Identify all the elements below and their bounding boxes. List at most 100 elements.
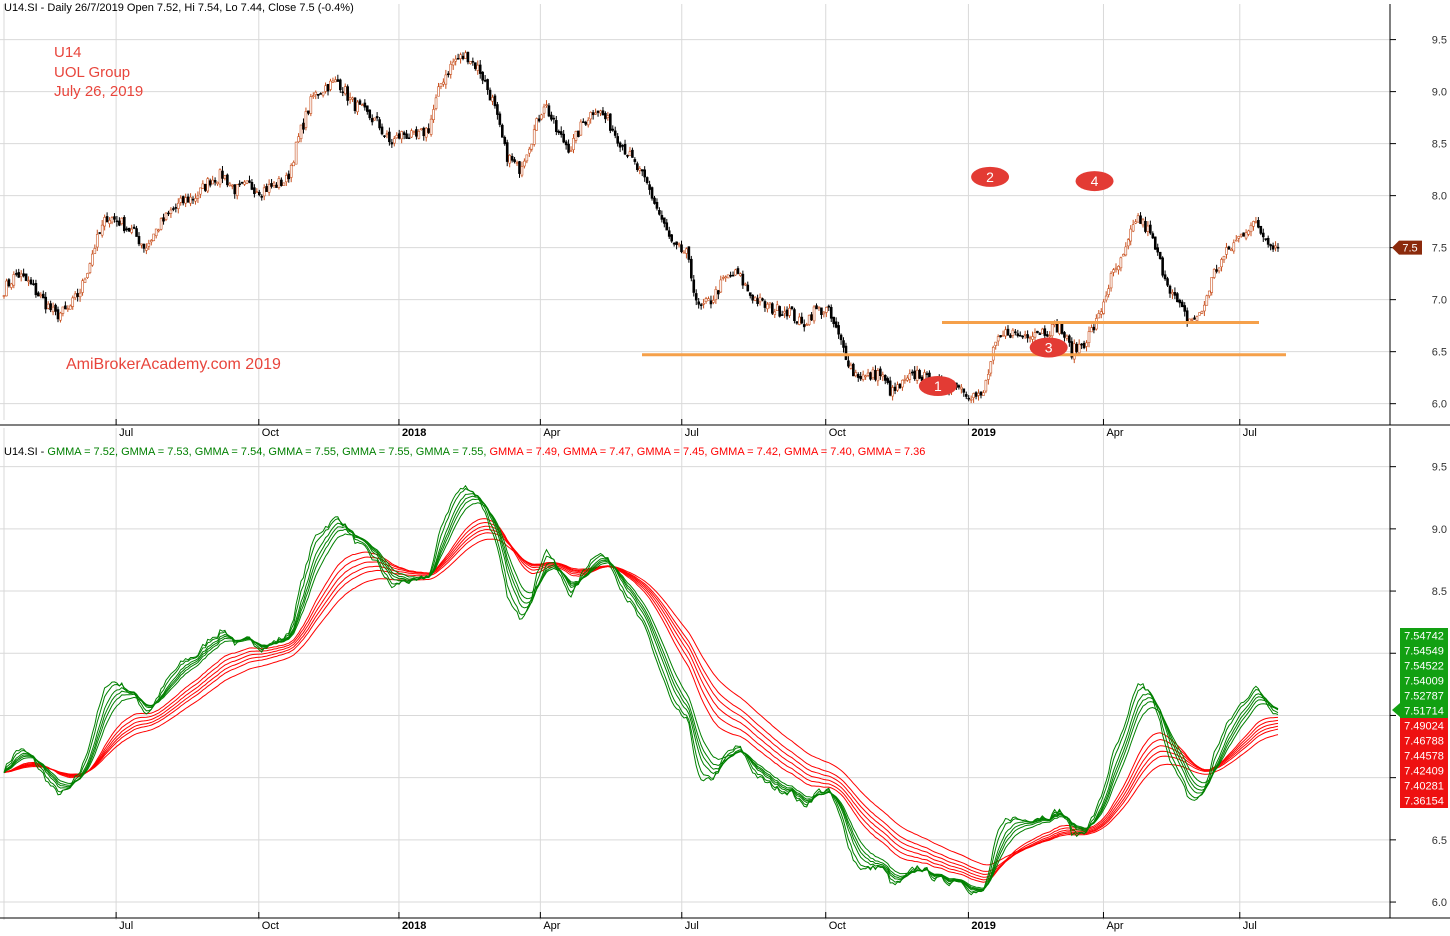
candle-body: [682, 251, 686, 254]
gmma-header-prefix: U14.SI -: [4, 446, 47, 458]
marker-4: [1075, 171, 1114, 192]
candle-body: [373, 117, 376, 121]
candle-body: [768, 302, 772, 305]
candle-body: [245, 180, 249, 184]
value-box-label: 7.42409: [1404, 766, 1444, 778]
x-tick-label: 2019: [971, 920, 995, 932]
candle-body: [1173, 292, 1177, 296]
price-header: U14.SI - Daily 26/7/2019 Open 7.52, Hi 7…: [4, 2, 354, 14]
candle-body: [471, 60, 475, 63]
candle-body: [493, 95, 497, 107]
candle-body: [88, 263, 92, 273]
candle-body: [599, 110, 602, 114]
candle-body: [459, 54, 462, 59]
candle-body: [248, 180, 251, 183]
candle-body: [1257, 220, 1260, 228]
candle-body: [505, 142, 509, 162]
candle-body: [400, 131, 403, 140]
marker-1: [918, 375, 957, 396]
candle-body: [64, 305, 67, 310]
candle-body: [1230, 248, 1233, 251]
value-box-label: 7.54742: [1404, 631, 1444, 643]
candle-body: [1001, 334, 1005, 337]
candle-body: [812, 306, 816, 322]
candle-body: [1131, 224, 1135, 232]
candle-body: [356, 101, 359, 113]
candle-body: [444, 74, 448, 85]
candle-body: [537, 118, 541, 122]
candle-body: [1112, 269, 1115, 273]
candle-body: [721, 277, 725, 279]
y-tick-label: 9.5: [1432, 35, 1447, 47]
candle-body: [1198, 312, 1201, 316]
candle-body: [149, 240, 153, 243]
candle-body: [488, 89, 492, 101]
candle-body: [842, 340, 845, 348]
candle-body: [736, 268, 740, 274]
candle-body: [81, 280, 84, 293]
candle-body: [910, 371, 914, 374]
candle-body: [739, 273, 742, 276]
candle-body: [653, 197, 656, 204]
value-box-label: 7.44578: [1404, 751, 1444, 763]
short-ma-line: [3, 502, 1279, 889]
candle-body: [1063, 332, 1066, 338]
x-tick-label: Oct: [262, 427, 279, 439]
candle-body: [829, 306, 833, 319]
candle-body: [1031, 336, 1034, 340]
candle-body: [147, 243, 151, 247]
candle-body: [665, 222, 669, 231]
marker-3: [1029, 337, 1068, 358]
candle-body: [1126, 239, 1130, 247]
candle-body: [157, 229, 160, 232]
candle-body: [275, 184, 278, 188]
candle-body: [699, 304, 703, 306]
candle-body: [54, 304, 57, 312]
candle-body: [486, 79, 489, 91]
candle-body: [324, 85, 327, 92]
candle-body: [611, 128, 615, 131]
candle-body: [972, 393, 975, 399]
candle-body: [311, 95, 315, 97]
candle-body: [847, 360, 850, 367]
candle-body: [1247, 230, 1250, 235]
candle-body: [886, 378, 889, 383]
candle-body: [999, 335, 1002, 338]
gmma-header-value: GMMA = 7.36: [855, 446, 926, 458]
candle-body: [174, 207, 178, 209]
candle-body: [1134, 221, 1137, 224]
x-tick-label: Jul: [119, 427, 133, 439]
candle-body: [1180, 301, 1184, 308]
candle-body: [1190, 318, 1194, 321]
candle-body: [618, 142, 622, 148]
candle-body: [984, 380, 988, 392]
candle-body: [569, 150, 573, 152]
candle-body: [1065, 335, 1069, 339]
marker-label: 3: [1045, 340, 1053, 356]
candle-body: [552, 117, 556, 120]
candle-body: [466, 51, 470, 63]
candle-body: [1161, 257, 1164, 276]
candle-body: [167, 212, 170, 215]
candle-body: [432, 109, 435, 120]
candle-body: [358, 100, 362, 105]
gmma-header-value: GMMA = 7.55,: [339, 446, 413, 458]
candle-body: [304, 111, 308, 128]
last-close-label: 7.5: [1402, 243, 1417, 255]
y-tick-label: 9.5: [1432, 462, 1447, 474]
gmma-header-value: GMMA = 7.49,: [486, 446, 560, 458]
candle-body: [140, 243, 143, 246]
candle-body: [643, 169, 646, 178]
candle-body: [132, 226, 136, 229]
candle-body: [19, 273, 23, 278]
candle-body: [32, 283, 35, 286]
value-box-label: 7.46788: [1404, 736, 1444, 748]
candle-body: [1072, 343, 1076, 360]
candle-body: [289, 164, 293, 178]
gmma-header-value: GMMA = 7.55,: [413, 446, 487, 458]
candle-body: [697, 301, 700, 305]
candle-body: [216, 181, 219, 185]
candle-body: [1085, 342, 1088, 347]
candle-body: [412, 131, 416, 133]
